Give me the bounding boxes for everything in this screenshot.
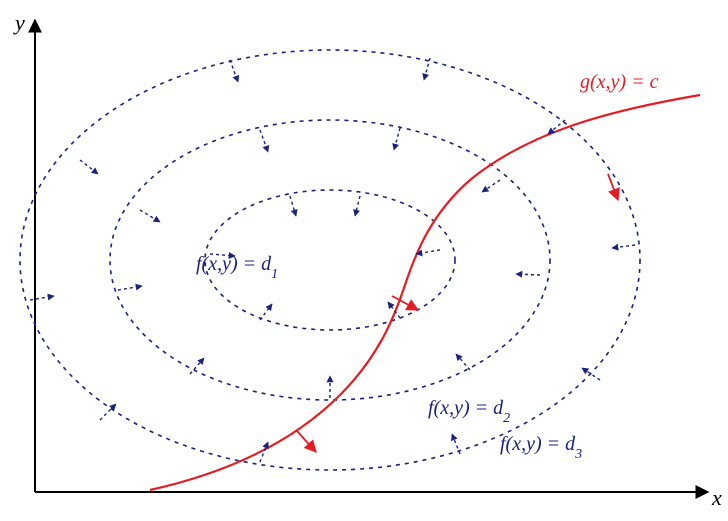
label-d2: f(x,y) = d2 xyxy=(428,397,510,426)
gradient-arrow-6 xyxy=(140,210,160,222)
gradient-arrow-14 xyxy=(118,286,142,290)
gradient-arrow-9 xyxy=(482,180,500,192)
x-axis-label: x xyxy=(711,485,722,510)
g-curve xyxy=(150,95,700,490)
gradient-arrow-15 xyxy=(80,160,98,174)
gradient-arrow-3 xyxy=(416,250,440,254)
gradient-arrow-16 xyxy=(230,60,238,82)
gradient-arrow-8 xyxy=(394,128,400,150)
y-axis-label: y xyxy=(13,10,25,35)
label-d3: f(x,y) = d3 xyxy=(500,433,582,462)
gradient-arrow-2 xyxy=(355,196,360,216)
equation-labels: g(x,y) = c f(x,y) = d1 f(x,y) = d2 f(x,y) =… xyxy=(196,71,659,462)
gradient-arrow-11 xyxy=(456,354,470,370)
tangent-arrow-1 xyxy=(296,430,316,452)
gradient-arrow-5 xyxy=(260,304,272,320)
label-g: g(x,y) = c xyxy=(580,71,659,93)
level-curve-2 xyxy=(110,120,550,400)
label-d1: f(x,y) = d1 xyxy=(196,253,278,282)
gradient-arrow-19 xyxy=(612,245,635,248)
gradient-arrow-1 xyxy=(290,196,296,216)
lagrange-diagram: g(x,y) = c f(x,y) = d1 f(x,y) = d2 f(x,y) =… xyxy=(0,0,728,521)
constraint-curve xyxy=(150,95,700,490)
gradient-arrow-7 xyxy=(260,130,268,152)
tangent-arrow-2 xyxy=(608,174,618,200)
gradient-arrow-23 xyxy=(100,404,116,420)
gradient-arrow-24 xyxy=(30,296,54,300)
gradient-arrow-10 xyxy=(516,274,540,275)
